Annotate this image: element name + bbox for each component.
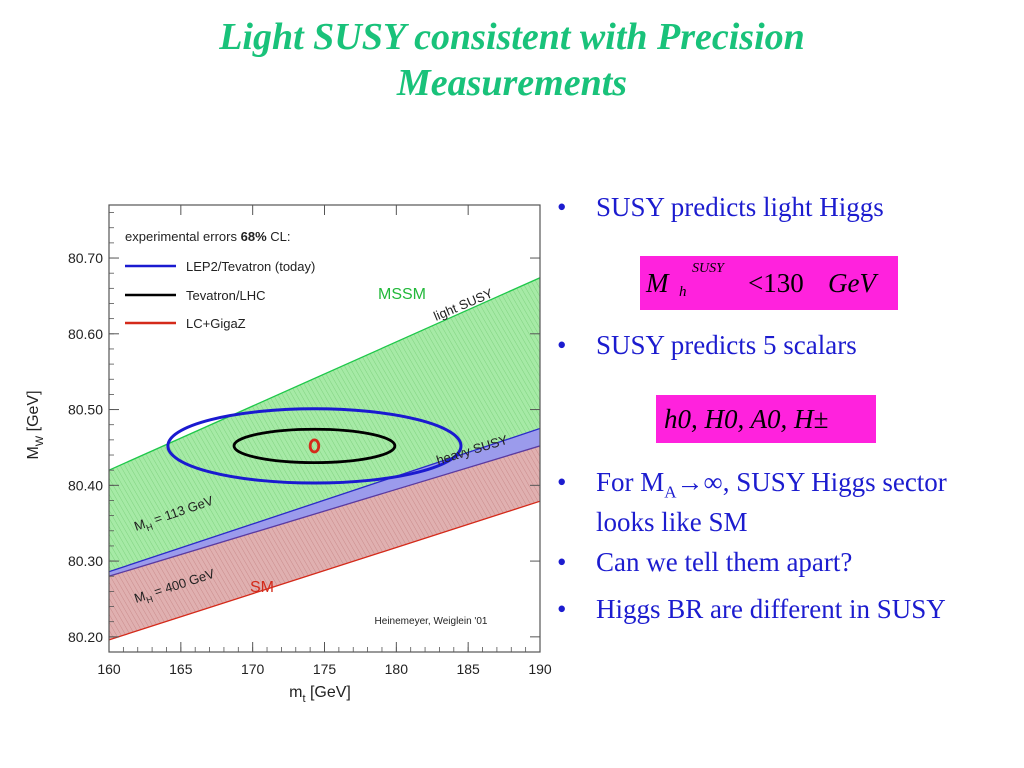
formula-relation: <130 [748,268,804,298]
bullet-text: For MA→∞, SUSY Higgs sector looks like S… [596,467,947,538]
formula-symbol: M [646,268,669,298]
legend-item-tevatron-lhc: Tevatron/LHC [186,288,265,303]
formula-unit: GeV [828,268,876,298]
slide-title: Light SUSY consistent with Precision Mea… [0,14,1024,106]
label-credit: Heinemeyer, Weiglein '01 [375,616,488,627]
higgs-mass-bound-formula: M h SUSY <130 GeV [640,256,898,310]
formula-scalars: h0, H0, A0, H± [664,404,829,434]
bullet-dot: • [557,330,567,360]
sm-upper-edge [109,445,540,577]
x-tick-label: 180 [385,661,409,677]
y-tick-label: 80.30 [68,553,103,569]
formula-subscript: h [679,284,687,300]
y-tick-label: 80.20 [68,629,103,645]
bullet-text: Higgs BR are different in SUSY [596,594,946,624]
formula-superscript: SUSY [692,261,724,276]
legend-title: experimental errors 68% CL: [125,229,290,244]
bullet-text: SUSY predicts 5 scalars [596,330,857,360]
overlap-band [109,428,540,577]
bullet-dot: • [557,547,567,577]
mw-mt-chart: 160 165 170 175 180 185 190 80.20 80.30 80.40 80.5… [25,204,552,705]
mssm-lower-edge [109,427,540,573]
bullet-text: SUSY predicts light Higgs [596,192,884,222]
label-sm: SM [250,579,274,596]
sm-region [109,445,540,640]
x-tick-label: 190 [528,661,552,677]
bullet-text: Can we tell them apart? [596,547,853,577]
y-tick-label: 80.40 [68,477,103,493]
ellipse-lc-gigaz [308,438,321,454]
x-tick-label: 175 [313,661,337,677]
ellipse-tevatron-lhc [232,427,397,464]
legend-item-lc-gigaz: LC+GigaZ [186,316,246,331]
bullet-dot: • [557,192,567,222]
x-tick-label: 160 [97,661,121,677]
higgs-scalars-formula: h0, H0, A0, H± [656,395,876,443]
bullet-dot: • [557,467,567,497]
ellipse-lep2 [166,407,463,485]
x-tick-label: 170 [241,661,265,677]
y-tick-label: 80.60 [68,326,103,342]
y-tick-label: 80.50 [68,402,103,418]
bullet-dot: • [557,594,567,624]
mssm-upper-edge [109,277,540,471]
x-tick-label: 165 [169,661,193,677]
x-tick-label: 185 [456,661,480,677]
y-tick-label: 80.70 [68,250,103,266]
x-axis-title: mt [GeV] [289,684,351,705]
sm-lower-edge [109,500,540,641]
slide-title-line2: Measurements [396,62,628,104]
mssm-region [109,277,540,572]
y-axis-title: MW [GeV] [25,390,46,459]
label-mssm: MSSM [378,286,426,303]
legend-item-lep2: LEP2/Tevatron (today) [186,259,315,274]
slide-title-line1: Light SUSY consistent with Precision [219,16,805,58]
